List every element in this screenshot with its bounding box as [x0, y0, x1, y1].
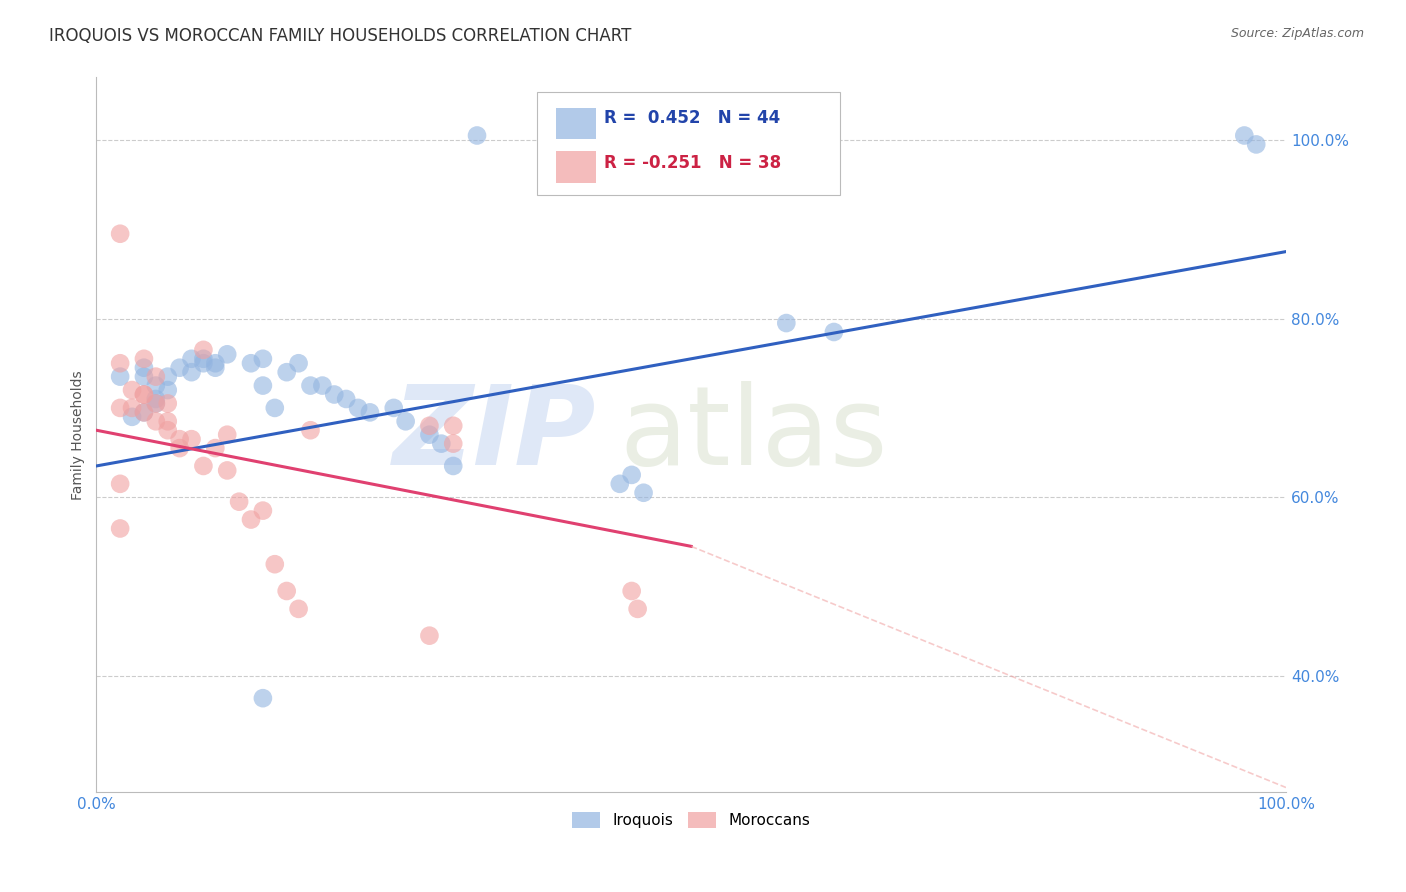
Point: [145, 396, 167, 410]
Point: [299, 423, 322, 437]
Point: [169, 432, 191, 446]
Point: [287, 356, 309, 370]
Text: atlas: atlas: [620, 381, 889, 488]
Point: [108, 227, 131, 241]
Point: [276, 584, 298, 599]
Point: [108, 476, 131, 491]
Point: [347, 401, 370, 415]
Point: [823, 325, 845, 339]
Point: [169, 360, 191, 375]
Point: [217, 427, 239, 442]
Point: [132, 360, 155, 375]
Point: [156, 423, 179, 437]
Point: [633, 485, 655, 500]
Point: [418, 418, 440, 433]
Point: [145, 369, 167, 384]
Point: [193, 458, 215, 473]
FancyBboxPatch shape: [555, 108, 596, 139]
Point: [335, 392, 357, 406]
Point: [217, 347, 239, 361]
Point: [132, 369, 155, 384]
Point: [180, 365, 202, 379]
Point: [627, 602, 650, 616]
Point: [108, 521, 131, 535]
Point: [217, 463, 239, 477]
Point: [441, 436, 464, 450]
Point: [620, 584, 643, 599]
Point: [193, 351, 215, 366]
Point: [156, 396, 179, 410]
Point: [108, 356, 131, 370]
Point: [156, 369, 179, 384]
Point: [121, 383, 143, 397]
FancyBboxPatch shape: [537, 92, 839, 195]
Point: [252, 503, 274, 517]
Text: ZIP: ZIP: [392, 381, 596, 488]
Point: [145, 392, 167, 406]
Point: [145, 414, 167, 428]
Legend: Iroquois, Moroccans: Iroquois, Moroccans: [567, 806, 815, 834]
Point: [418, 427, 440, 442]
FancyBboxPatch shape: [555, 152, 596, 183]
Point: [180, 351, 202, 366]
Point: [156, 414, 179, 428]
Point: [252, 351, 274, 366]
Point: [121, 409, 143, 424]
Point: [132, 351, 155, 366]
Point: [132, 405, 155, 419]
Point: [204, 356, 226, 370]
Point: [204, 441, 226, 455]
Point: [276, 365, 298, 379]
Point: [287, 602, 309, 616]
Point: [775, 316, 797, 330]
Point: [430, 436, 453, 450]
Point: [169, 441, 191, 455]
Text: Source: ZipAtlas.com: Source: ZipAtlas.com: [1230, 27, 1364, 40]
Point: [311, 378, 333, 392]
Point: [156, 383, 179, 397]
Point: [418, 629, 440, 643]
Point: [395, 414, 418, 428]
Point: [299, 378, 322, 392]
Point: [108, 369, 131, 384]
Y-axis label: Family Households: Family Households: [72, 370, 86, 500]
Point: [240, 356, 263, 370]
Text: R =  0.452   N = 44: R = 0.452 N = 44: [605, 110, 780, 128]
Point: [108, 401, 131, 415]
Point: [228, 494, 250, 508]
Point: [132, 387, 155, 401]
Point: [620, 467, 643, 482]
Point: [240, 512, 263, 526]
Point: [465, 128, 488, 143]
Point: [609, 476, 631, 491]
Point: [263, 401, 285, 415]
Point: [441, 418, 464, 433]
Point: [263, 558, 285, 572]
Point: [145, 378, 167, 392]
Point: [359, 405, 381, 419]
Point: [382, 401, 405, 415]
Point: [441, 458, 464, 473]
Point: [132, 387, 155, 401]
Point: [180, 432, 202, 446]
Point: [1233, 128, 1256, 143]
Point: [1244, 137, 1267, 152]
Text: R = -0.251   N = 38: R = -0.251 N = 38: [605, 153, 782, 172]
Point: [252, 378, 274, 392]
Point: [132, 405, 155, 419]
Text: IROQUOIS VS MOROCCAN FAMILY HOUSEHOLDS CORRELATION CHART: IROQUOIS VS MOROCCAN FAMILY HOUSEHOLDS C…: [49, 27, 631, 45]
Point: [204, 360, 226, 375]
Point: [193, 343, 215, 357]
Point: [193, 356, 215, 370]
Point: [145, 396, 167, 410]
Point: [252, 691, 274, 706]
Point: [323, 387, 346, 401]
Point: [121, 401, 143, 415]
